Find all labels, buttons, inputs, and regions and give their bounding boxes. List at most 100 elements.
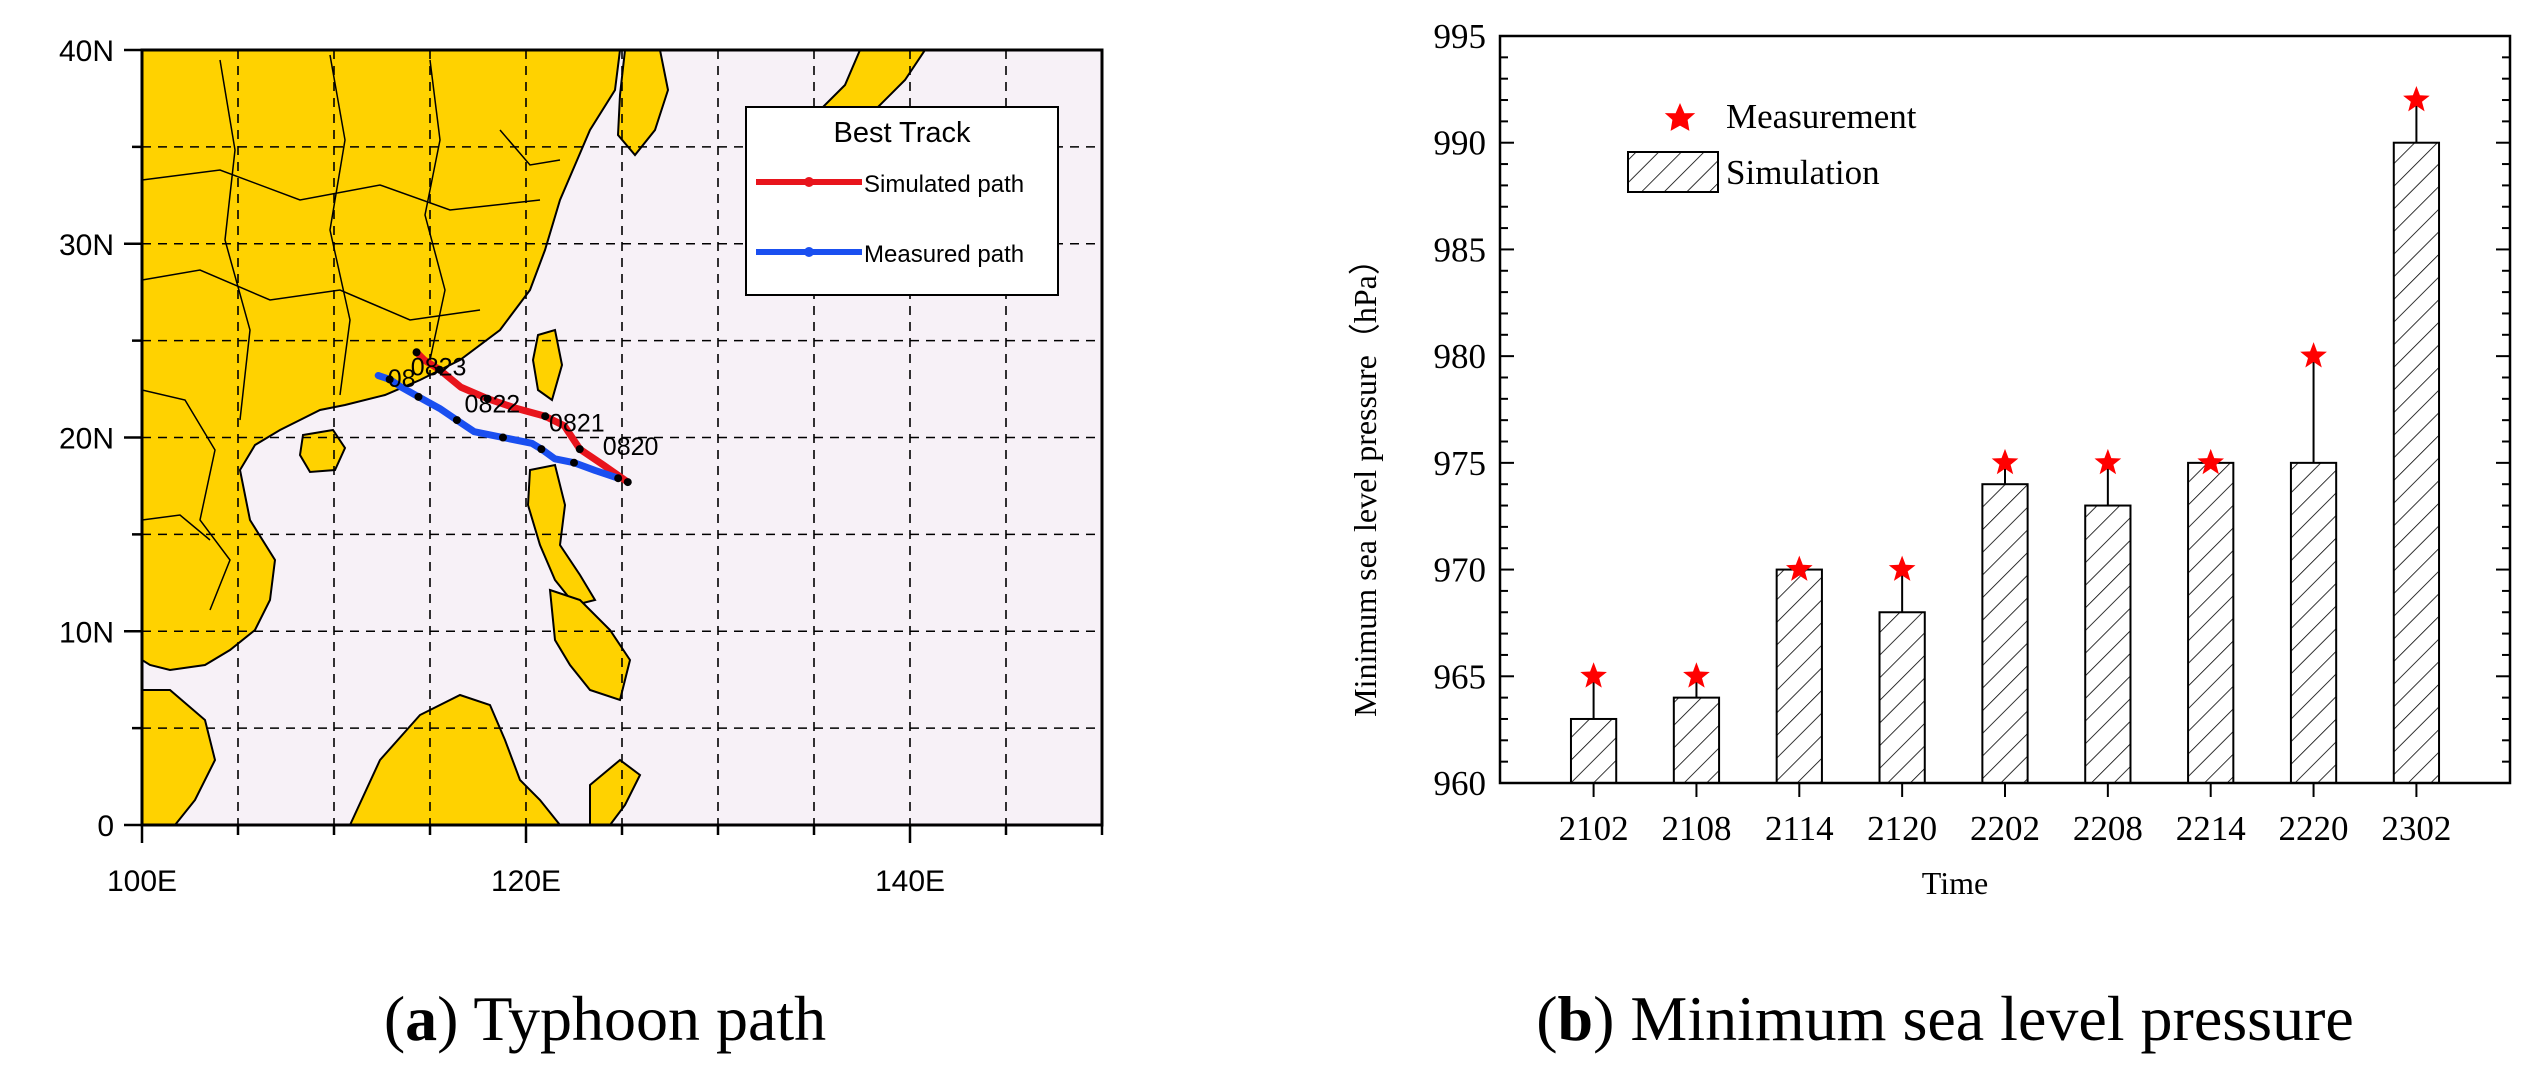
caption-a-label: a xyxy=(405,983,437,1054)
x-tick-label: 2220 xyxy=(2279,809,2349,848)
measurement-star xyxy=(1580,662,1607,688)
track-date-label: 0820 xyxy=(603,433,659,461)
map-ticks: 100E 120E 140E 0 10N 20N 30N 40N xyxy=(59,35,1104,898)
map-x-tick-label: 120E xyxy=(491,865,561,898)
land-korea xyxy=(616,50,670,157)
caption-a-text: Typhoon path xyxy=(473,983,826,1054)
track-date-label: 0823 xyxy=(411,354,467,382)
x-tick-label: 2102 xyxy=(1559,809,1629,848)
y-tick-label: 990 xyxy=(1434,124,1487,163)
x-tick-label: 2202 xyxy=(1970,809,2040,848)
measurement-star xyxy=(1683,662,1710,688)
caption-b-label: b xyxy=(1558,983,1594,1054)
legend-hatch-swatch xyxy=(1627,151,1719,193)
y-axis-title: Minimum sea level pressure（hPa） xyxy=(1347,243,1383,717)
track-date-label: 08 xyxy=(388,365,416,393)
track-point-measured xyxy=(414,392,423,401)
land-malay-sumatra xyxy=(142,689,217,825)
legend-box: Best Track Simulated path Measured path xyxy=(745,106,1059,296)
simulation-bar xyxy=(1569,717,1618,785)
land-borneo xyxy=(348,693,562,825)
track-point-measured xyxy=(570,458,578,467)
legend-star-icon xyxy=(1664,103,1696,131)
y-tick-label: 960 xyxy=(1434,764,1487,803)
map-y-tick-label: 30N xyxy=(59,229,114,262)
y-tick-label: 985 xyxy=(1434,230,1487,269)
bar-series-simulation xyxy=(1569,141,2441,785)
map-y-tick-label: 0 xyxy=(97,810,114,843)
caption-b: (b) Minimum sea level pressure xyxy=(1536,983,2354,1054)
simulation-bar xyxy=(1878,611,1926,784)
province-borders xyxy=(142,54,561,611)
border-line xyxy=(142,389,231,611)
legend-label-simulation: Simulation xyxy=(1726,153,1880,192)
measurement-star xyxy=(1991,448,2019,475)
legend-title: Best Track xyxy=(834,117,971,149)
legend-label-simulated: Simulated path xyxy=(864,171,1024,198)
land-sulawesi xyxy=(589,758,642,825)
track-point-measured xyxy=(385,375,394,384)
y-tick-label: 980 xyxy=(1434,337,1487,376)
bar-axes: 960 965 970 975 980 985 990 995 2102 2108 2114 2120… xyxy=(1434,17,2512,848)
y-tick-label: 975 xyxy=(1434,444,1487,483)
track-date-label: 0821 xyxy=(549,410,605,438)
track-point-simulated xyxy=(575,445,584,454)
track-date-label: 0822 xyxy=(465,390,521,418)
measurement-star xyxy=(2403,86,2430,112)
track-point-simulated xyxy=(435,365,444,374)
land-philippines-south xyxy=(548,588,632,702)
legend-label-measurement: Measurement xyxy=(1726,97,1917,136)
caption-a: (a) Typhoon path xyxy=(384,983,826,1054)
track-point-simulated xyxy=(483,394,492,403)
map-y-tick-label: 10N xyxy=(59,616,114,649)
border-line xyxy=(499,129,561,166)
track-point-simulated xyxy=(623,478,632,487)
x-tick-label: 2120 xyxy=(1867,809,1937,848)
track-point-simulated xyxy=(541,412,550,421)
border-line xyxy=(142,269,481,321)
map-x-tick-label: 100E xyxy=(107,865,177,898)
legend-marker-measured xyxy=(804,247,814,257)
measurement-star xyxy=(1786,555,1813,581)
track-point-simulated xyxy=(412,348,421,357)
simulation-bar xyxy=(2187,461,2235,784)
measurement-star xyxy=(2197,448,2224,475)
measurement-star xyxy=(2094,448,2122,475)
map-y-tick-label: 40N xyxy=(59,35,114,68)
simulation-bar xyxy=(2289,461,2338,784)
track-point-measured xyxy=(537,445,546,454)
legend-label-measured: Measured path xyxy=(864,241,1024,268)
star-series-measurement xyxy=(1580,86,2430,688)
border-line xyxy=(424,59,446,361)
x-tick-label: 2214 xyxy=(2176,809,2246,848)
track-point-measured xyxy=(498,433,507,442)
track-point-measured xyxy=(452,416,461,425)
track-simulated xyxy=(413,348,632,486)
simulation-bar xyxy=(2392,141,2441,784)
land-taiwan xyxy=(531,328,564,402)
measurement-star xyxy=(2300,342,2327,368)
x-axis-title: Time xyxy=(1922,865,1988,901)
legend-marker-simulated xyxy=(804,177,814,187)
y-tick-label: 995 xyxy=(1434,17,1487,56)
y-tick-label: 970 xyxy=(1434,551,1487,590)
x-tick-label: 2208 xyxy=(2073,809,2143,848)
caption-b-text: Minimum sea level pressure xyxy=(1630,983,2353,1054)
measurement-star xyxy=(1888,555,1916,581)
simulation-bar xyxy=(2084,504,2132,784)
track-point-measured xyxy=(614,474,623,483)
x-tick-label: 2114 xyxy=(1765,809,1834,848)
pressure-bar-chart: 960 965 970 975 980 985 990 995 2102 2108 2114 2120… xyxy=(1347,17,2512,901)
border-line xyxy=(142,514,211,541)
border-line xyxy=(329,54,351,396)
simulation-bar xyxy=(1981,483,2029,784)
x-tick-label: 2302 xyxy=(2381,809,2451,848)
border-line xyxy=(219,59,251,421)
land-luzon xyxy=(526,463,597,607)
y-tick-label: 965 xyxy=(1434,657,1487,696)
bar-legend: Measurement Simulation xyxy=(1627,97,1917,193)
simulation-bar xyxy=(1672,696,1721,785)
